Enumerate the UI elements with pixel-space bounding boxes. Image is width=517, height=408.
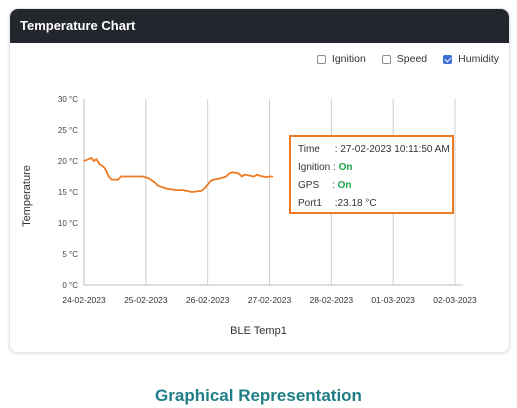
data-point-31 <box>231 171 233 173</box>
data-point-22 <box>191 191 193 193</box>
data-point-10 <box>114 179 116 181</box>
data-point-33 <box>241 175 243 178</box>
y-tick-label-3: 15 °C <box>58 188 78 197</box>
data-point-0 <box>83 160 85 162</box>
speed-checkbox[interactable] <box>381 54 391 64</box>
y-tick-label-0: 0 °C <box>62 281 78 290</box>
page-footer-title: Graphical Representation <box>155 386 362 405</box>
tooltip-gps-label: GPS <box>298 180 320 191</box>
data-point-9 <box>111 179 113 181</box>
data-point-30 <box>228 172 230 174</box>
y-axis-label: Temperature <box>21 165 33 227</box>
data-point-32 <box>238 172 240 174</box>
data-point-4 <box>95 158 97 160</box>
legend-label-ignition: Ignition <box>331 53 366 65</box>
humidity-checkbox[interactable] <box>443 54 453 64</box>
tooltip-ignition-label: Ignition <box>298 162 331 173</box>
data-point-27 <box>213 179 215 181</box>
x-tick-label-5: 01-03-2023 <box>371 295 415 305</box>
legend-item-ignition[interactable]: Ignition <box>316 53 366 65</box>
data-point-29 <box>225 175 227 178</box>
legend-label-speed: Speed <box>396 53 428 65</box>
data-point-2 <box>90 157 92 159</box>
data-point-26 <box>210 180 212 182</box>
y-tick-label-6: 30 °C <box>58 95 78 104</box>
tooltip-time-row: Time : 27-02-2023 10:11:50 AM <box>298 141 452 159</box>
legend: Ignition Speed Humidity <box>316 53 499 65</box>
data-point-14 <box>132 175 135 178</box>
x-axis-label: BLE Temp1 <box>230 325 287 337</box>
tooltip-port-label: Port1 <box>298 198 322 209</box>
tooltip-port-row: Port1 :23.18 °C <box>298 195 452 213</box>
x-tick-label-4: 28-02-2023 <box>310 295 354 305</box>
tooltip-port-value: :23.18 <box>334 198 363 209</box>
data-point-24 <box>204 187 206 189</box>
legend-item-humidity[interactable]: Humidity <box>443 53 499 65</box>
tooltip-time-value: : 27-02-2023 10:11:50 AM <box>334 144 450 155</box>
data-point-28 <box>219 177 221 179</box>
series-line-0 <box>83 156 273 193</box>
data-point-21 <box>182 189 184 191</box>
temperature-chart: 0 °C 5 °C 10 °C 15 °C 20 °C 25 °C 30 °C 24-02-2… <box>58 95 477 305</box>
data-point-42 <box>272 175 274 178</box>
x-tick-label-3: 27-02-2023 <box>248 295 292 305</box>
data-point-40 <box>265 176 267 178</box>
data-point-35 <box>250 175 252 177</box>
data-point-18 <box>157 185 159 187</box>
data-point-1 <box>86 159 88 161</box>
y-tick-label-1: 5 °C <box>62 250 78 259</box>
y-tick-label-4: 20 °C <box>58 157 78 166</box>
data-point-5 <box>98 163 101 165</box>
tooltip-ignition-value: On <box>338 162 353 173</box>
data-point-17 <box>154 182 156 184</box>
data-point-20 <box>176 189 178 191</box>
data-point-23 <box>200 190 203 192</box>
tooltip-time-label: Time <box>298 144 320 155</box>
data-point-16 <box>148 177 150 179</box>
y-tick-label-2: 10 °C <box>58 219 78 228</box>
data-point-25 <box>207 184 209 186</box>
data-point-7 <box>104 167 106 169</box>
y-tick-label-5: 25 °C <box>58 126 78 135</box>
x-tick-label-2: 26-02-2023 <box>186 295 230 305</box>
data-point-3 <box>93 160 95 162</box>
tooltip-gps-value: On <box>337 180 352 191</box>
tooltip-port-unit: °C <box>365 198 377 209</box>
data-point-13 <box>123 175 125 178</box>
data-point-6 <box>101 165 104 167</box>
data-point-11 <box>117 179 119 181</box>
x-tick-label-0: 24-02-2023 <box>62 295 106 305</box>
data-point-36 <box>253 175 255 178</box>
data-point-39 <box>262 175 264 178</box>
legend-label-humidity: Humidity <box>458 53 499 65</box>
data-point-41 <box>268 175 271 178</box>
ignition-checkbox[interactable] <box>316 54 326 64</box>
data-point-19 <box>166 188 169 190</box>
data-tooltip: Time : 27-02-2023 10:11:50 AM Ignition :… <box>289 135 454 214</box>
data-point-15 <box>142 175 144 178</box>
data-point-8 <box>108 175 110 178</box>
legend-item-speed[interactable]: Speed <box>381 53 428 65</box>
x-tick-label-6: 02-03-2023 <box>433 295 477 305</box>
tooltip-gps-row: GPS: On <box>298 177 452 195</box>
tooltip-ignition-row: Ignition : On <box>298 162 353 173</box>
data-point-38 <box>259 175 261 177</box>
data-point-34 <box>244 174 246 176</box>
x-tick-label-1: 25-02-2023 <box>124 295 168 305</box>
data-point-12 <box>120 175 122 178</box>
data-point-37 <box>256 174 258 176</box>
chart-title: Temperature Chart <box>10 9 509 43</box>
